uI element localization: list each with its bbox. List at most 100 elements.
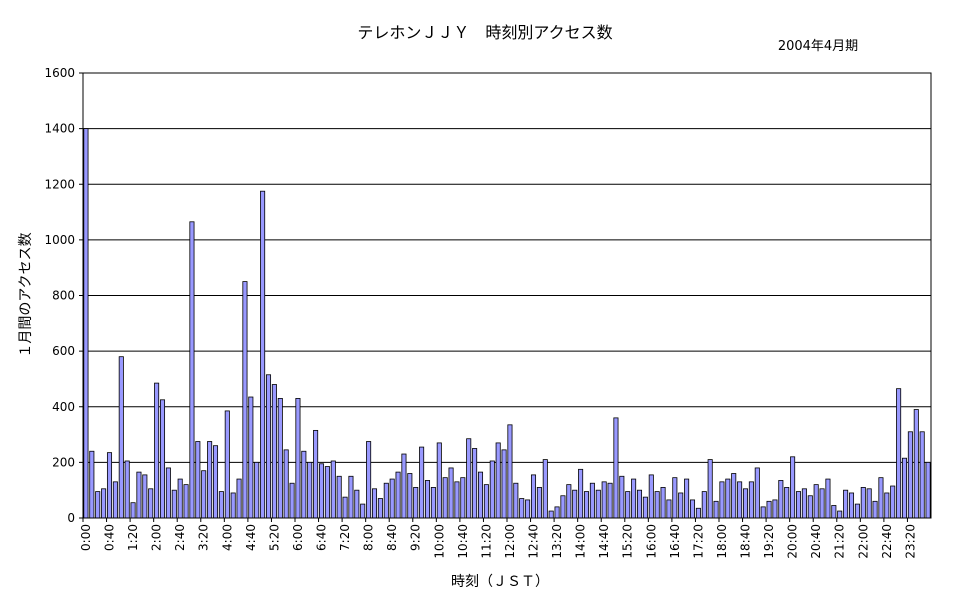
bar — [578, 468, 584, 519]
bar — [513, 482, 519, 519]
bar — [101, 488, 107, 519]
bar — [89, 450, 95, 519]
bar — [407, 473, 413, 519]
x-tick-label: 6:40 — [315, 524, 329, 551]
bar — [636, 489, 643, 519]
bar — [878, 477, 884, 519]
bar — [548, 510, 554, 519]
bar — [595, 489, 601, 519]
bar — [348, 475, 354, 519]
bar — [112, 481, 118, 519]
bar — [766, 500, 772, 519]
bar — [177, 478, 183, 519]
grid-lines — [83, 128, 931, 463]
bar — [613, 417, 619, 519]
bar — [148, 488, 154, 519]
bar — [731, 473, 737, 519]
bar — [566, 484, 572, 519]
x-tick-label: 10:00 — [432, 524, 446, 559]
bar — [224, 410, 230, 519]
x-tick-label: 5:20 — [267, 524, 281, 551]
bar — [854, 503, 860, 519]
bar — [283, 449, 289, 519]
bar — [784, 487, 790, 519]
x-tick-label: 1:20 — [126, 524, 140, 551]
bar — [678, 492, 684, 519]
bar — [401, 453, 407, 519]
bar — [342, 496, 348, 519]
bar — [601, 481, 607, 519]
bar — [295, 398, 301, 519]
bar — [318, 463, 325, 519]
bar — [236, 478, 242, 519]
bar — [872, 500, 878, 519]
bar — [165, 467, 171, 519]
x-tick-label: 4:00 — [220, 524, 234, 551]
bar — [383, 482, 389, 519]
bar — [460, 477, 466, 519]
x-tick-label: 23:20 — [903, 524, 917, 559]
x-tick-label: 16:40 — [668, 524, 682, 559]
bar — [901, 457, 908, 519]
bar — [212, 445, 219, 519]
x-tick-label: 21:20 — [833, 524, 847, 559]
bar — [489, 460, 495, 519]
x-tick-label: 11:20 — [479, 524, 493, 559]
bar — [672, 477, 678, 519]
bar — [289, 482, 295, 519]
bar — [701, 491, 707, 519]
bar — [695, 507, 701, 519]
bar — [136, 471, 142, 519]
bar — [419, 446, 425, 519]
y-tick-label: 400 — [52, 400, 75, 414]
x-tick-label: 17:20 — [691, 524, 705, 559]
y-tick-label: 1000 — [44, 233, 75, 247]
bar — [130, 502, 136, 519]
bar — [890, 485, 896, 519]
bar — [530, 474, 537, 519]
bar — [442, 477, 448, 519]
x-tick-label: 2:40 — [173, 524, 187, 551]
x-tick-label: 18:00 — [715, 524, 729, 559]
bar — [507, 424, 513, 519]
bar — [707, 459, 713, 519]
bar — [719, 481, 725, 519]
bar — [207, 441, 213, 519]
bar — [525, 499, 531, 519]
bar — [607, 482, 613, 519]
bar — [837, 510, 843, 519]
bar — [183, 484, 189, 519]
bar — [95, 491, 101, 519]
bar — [625, 491, 631, 519]
y-tick-label: 0 — [67, 511, 75, 525]
bar — [801, 488, 807, 519]
bar — [807, 495, 813, 519]
bar — [689, 499, 696, 519]
bar — [483, 484, 489, 519]
x-tick-label: 15:20 — [621, 524, 635, 559]
x-tick-label: 12:40 — [527, 524, 541, 559]
x-tick-label: 19:20 — [762, 524, 776, 559]
bar — [684, 478, 690, 519]
y-tick-label: 600 — [52, 344, 75, 358]
bar — [313, 429, 319, 519]
y-tick-label: 800 — [52, 289, 75, 303]
bar — [118, 356, 124, 519]
bar — [913, 409, 919, 519]
bar — [254, 461, 260, 519]
y-axis-label: １月間のアクセス数 — [18, 232, 34, 357]
bar — [466, 438, 472, 519]
y-tick-label: 1200 — [44, 177, 75, 191]
bar — [919, 431, 925, 519]
bar — [907, 431, 913, 519]
bar — [536, 487, 542, 519]
bar — [631, 478, 637, 519]
bar — [201, 470, 207, 519]
bar — [819, 488, 825, 519]
bar — [725, 478, 731, 519]
bar — [554, 506, 560, 519]
bar — [436, 442, 442, 519]
bar — [424, 480, 431, 519]
y-axis-ticks: 0 200 400 600 800 1000 1200 1400 1600 — [44, 66, 83, 525]
